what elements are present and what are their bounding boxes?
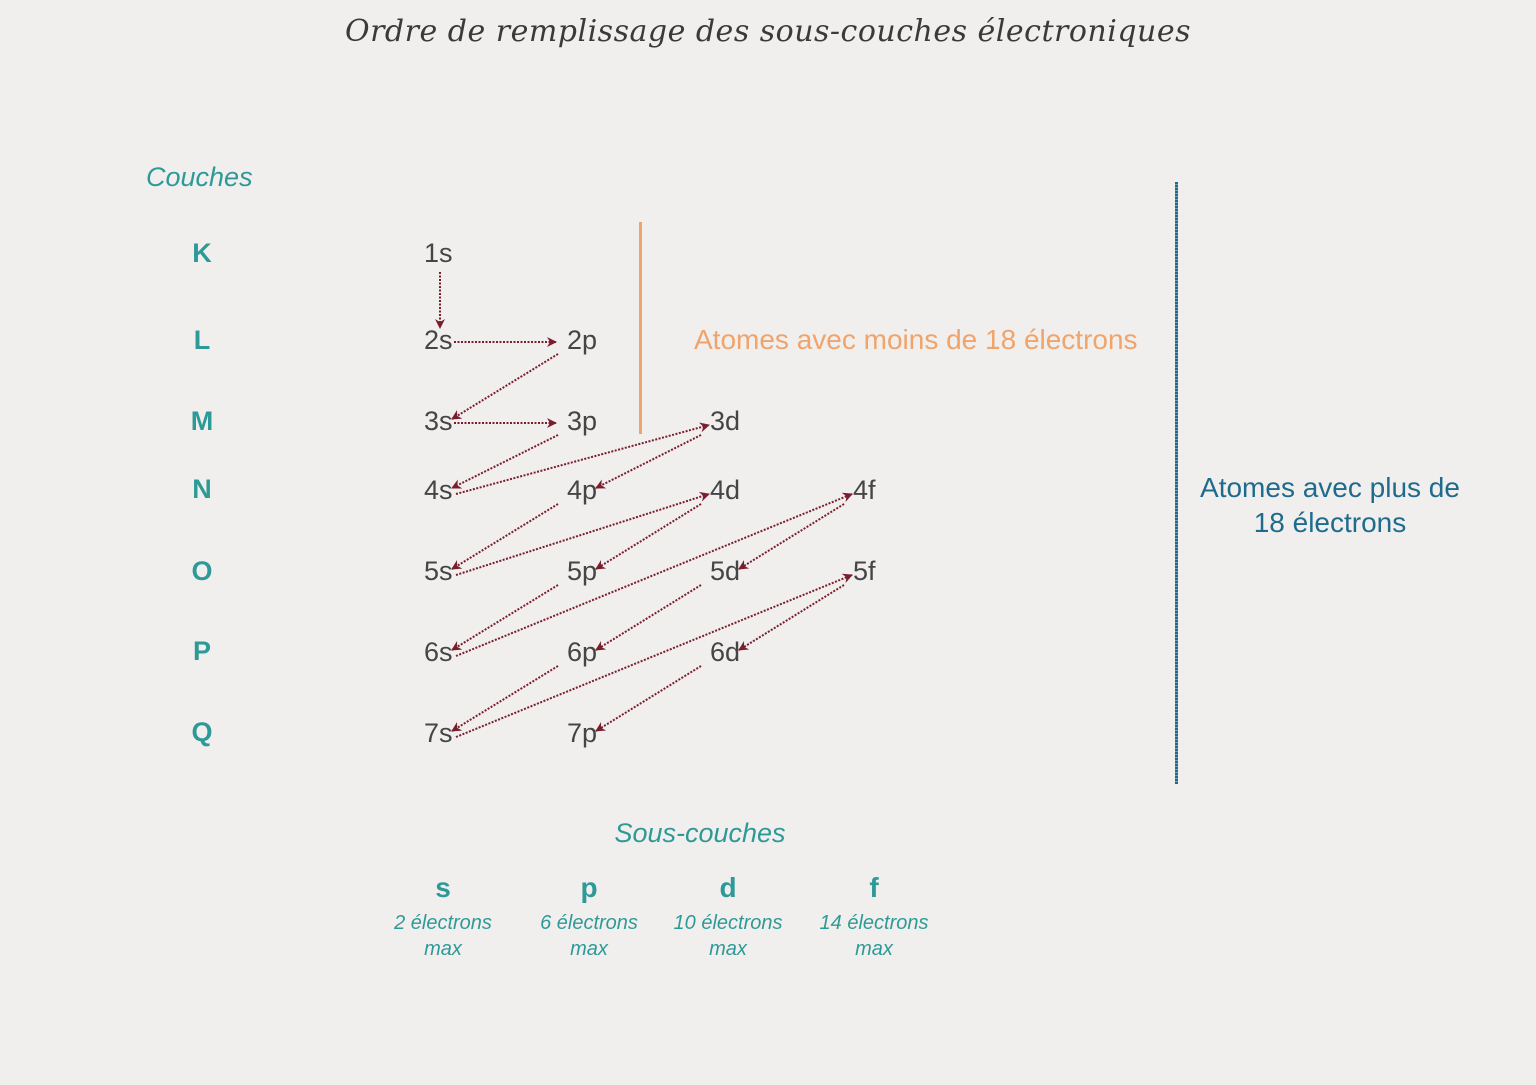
- arrow-4s-to-3d: [455, 422, 710, 495]
- legend-max: max: [570, 938, 608, 960]
- legend-f: f 14 électrons max: [794, 870, 954, 962]
- below-18-annotation: Atomes avec moins de 18 électrons: [694, 324, 1138, 355]
- shell-q: Q: [191, 717, 213, 747]
- legend-capacity: 10 électrons: [673, 912, 783, 934]
- above-18-line2: 18 électrons: [1253, 507, 1407, 538]
- arrow-3d-to-4p: [595, 434, 702, 489]
- arrow-4p-to-5s: [451, 503, 559, 570]
- legend-capacity: 6 électrons: [540, 912, 638, 934]
- subshell-5s: 5s: [424, 556, 453, 586]
- arrow-6p-to-7s: [451, 665, 559, 732]
- legend-s: s 2 électrons max: [363, 870, 523, 962]
- legend-letter: d: [719, 872, 737, 903]
- legend-p: p 6 électrons max: [509, 870, 669, 962]
- below-18-divider: [639, 222, 642, 434]
- subshell-7p: 7p: [567, 718, 598, 748]
- arrow-2p-to-3s: [451, 353, 559, 420]
- diagram-title: Ordre de remplissage des sous-couches él…: [344, 14, 1192, 49]
- subshell-4d: 4d: [710, 475, 741, 505]
- legend-letter: s: [435, 872, 451, 903]
- arrow-3p-to-4s: [451, 434, 559, 489]
- subshell-3d: 3d: [710, 406, 741, 436]
- subshell-5d: 5d: [710, 556, 741, 586]
- sous-couches-label: Sous-couches: [614, 818, 786, 848]
- subshell-4p: 4p: [567, 475, 598, 505]
- shell-l: L: [193, 325, 211, 355]
- legend-max: max: [709, 938, 747, 960]
- subshell-3p: 3p: [567, 406, 598, 436]
- shell-o: O: [191, 556, 213, 586]
- legend-max: max: [424, 938, 462, 960]
- arrow-6d-to-7p: [595, 665, 702, 732]
- arrow-5s-to-4d: [455, 491, 710, 576]
- above-18-divider: [1175, 182, 1178, 784]
- subshell-5p: 5p: [567, 556, 598, 586]
- subshell-6d: 6d: [710, 637, 741, 667]
- above-18-line1: Atomes avec plus de: [1200, 472, 1460, 503]
- arrow-6s-to-4f: [455, 492, 853, 657]
- subshell-4f: 4f: [853, 475, 876, 505]
- subshell-1s: 1s: [424, 238, 453, 268]
- arrow-7s-to-5f: [455, 573, 853, 738]
- shell-m: M: [190, 406, 214, 436]
- arrow-5f-to-6d: [738, 584, 845, 651]
- above-18-annotation: Atomes avec plus de 18 électrons: [1180, 470, 1480, 540]
- shell-p: P: [192, 636, 211, 666]
- subshell-7s: 7s: [424, 718, 453, 748]
- arrow-5p-to-6s: [451, 584, 559, 651]
- subshell-5f: 5f: [853, 556, 876, 586]
- shell-k: K: [192, 238, 212, 268]
- subshell-6p: 6p: [567, 637, 598, 667]
- arrow-4f-to-5d: [738, 503, 845, 570]
- legend-letter: f: [869, 872, 879, 903]
- legend-capacity: 14 électrons: [819, 912, 929, 934]
- legend-max: max: [855, 938, 893, 960]
- subshell-2p: 2p: [567, 325, 598, 355]
- subshell-6s: 6s: [424, 637, 453, 667]
- couches-label: Couches: [146, 162, 253, 192]
- shell-n: N: [192, 474, 212, 504]
- legend-capacity: 2 électrons: [394, 912, 492, 934]
- subshell-2s: 2s: [424, 325, 453, 355]
- subshell-4s: 4s: [424, 475, 453, 505]
- subshell-3s: 3s: [424, 406, 453, 436]
- arrow-4d-to-5p: [595, 503, 702, 570]
- legend-letter: p: [580, 872, 598, 903]
- legend-d: d 10 électrons max: [648, 870, 808, 962]
- arrow-5d-to-6p: [595, 584, 702, 651]
